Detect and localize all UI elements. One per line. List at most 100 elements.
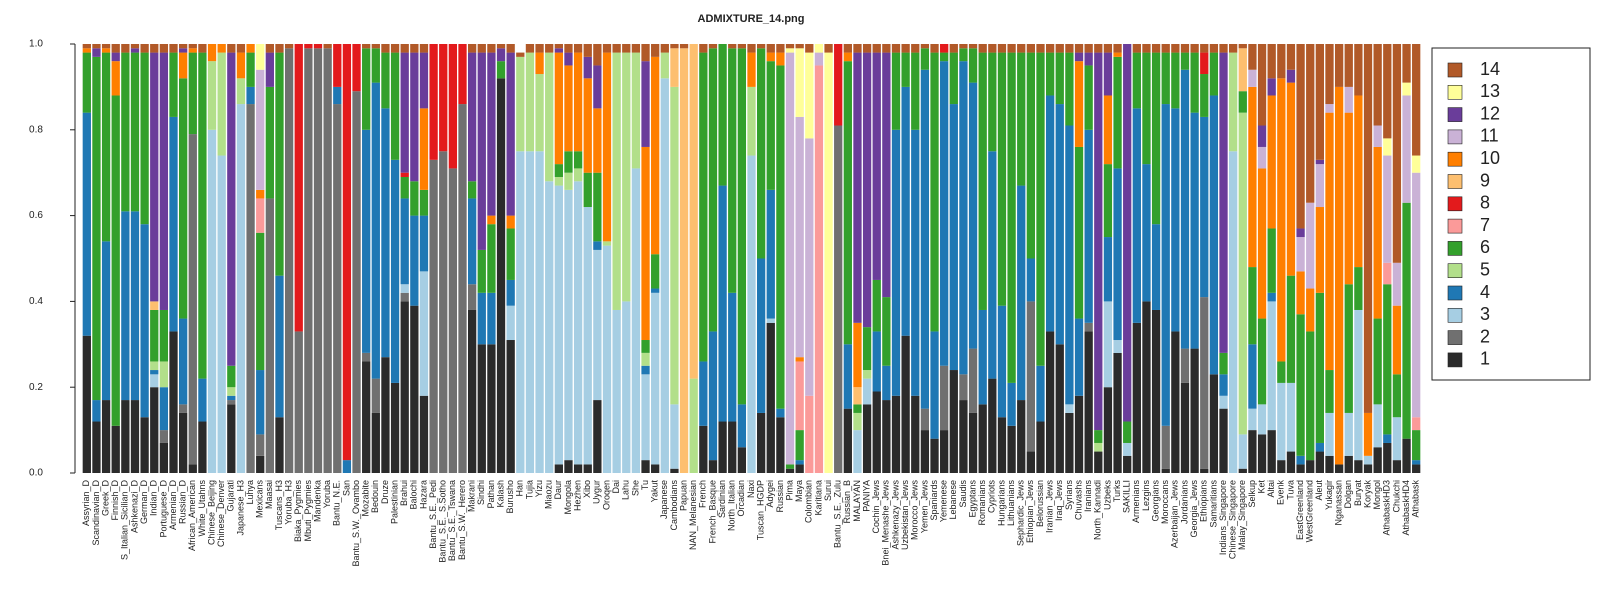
bar-segment — [911, 395, 920, 473]
y-tick-label: 0.6 — [29, 210, 43, 221]
bar-segment — [1084, 52, 1093, 66]
bar-segment — [1354, 309, 1363, 461]
bar-segment — [284, 48, 294, 473]
bar-segment — [304, 44, 313, 49]
bar-segment — [1286, 82, 1296, 276]
bar-segment — [188, 52, 197, 135]
bar-segment — [940, 365, 949, 431]
bar-segment — [1277, 44, 1286, 79]
bar-segment — [670, 468, 679, 473]
bar-segment — [911, 52, 920, 130]
bar-segment — [1132, 108, 1141, 323]
bar-segment — [641, 340, 650, 353]
bar-segment — [862, 404, 872, 473]
bar-segment — [352, 91, 361, 473]
bar-segment — [82, 44, 91, 49]
bar-segment — [410, 215, 419, 306]
bar-segment — [400, 301, 409, 473]
bar-segment — [207, 61, 217, 130]
bar-segment — [1354, 44, 1363, 96]
bar-segment — [1171, 108, 1180, 332]
bar-segment — [583, 56, 592, 79]
bar-segment — [92, 421, 101, 473]
bar-segment — [795, 361, 804, 431]
bar-segment — [1277, 382, 1286, 461]
bar-segment — [1094, 44, 1103, 53]
bar-segment — [323, 44, 332, 49]
bar-segment — [718, 44, 727, 186]
bar-segment — [968, 348, 978, 413]
bar-segment — [862, 370, 872, 379]
bar-segment — [419, 189, 429, 216]
bar-segment — [256, 44, 265, 70]
bar-segment — [834, 125, 843, 473]
bar-segment — [1257, 434, 1267, 473]
x-tick-label: Naxi — [746, 480, 756, 498]
x-tick-label: Finnish_D — [110, 480, 120, 521]
bar-segment — [1026, 301, 1036, 452]
x-tick-label: French — [698, 480, 708, 508]
bar-segment — [1123, 442, 1132, 456]
bar-segment — [371, 48, 380, 83]
bar-segment — [1412, 155, 1421, 173]
bar-segment — [256, 69, 265, 190]
bar-segment — [901, 52, 910, 87]
bar-segment — [169, 116, 178, 332]
bar-segment — [1113, 44, 1122, 53]
bar-segment — [901, 335, 910, 473]
bar-segment — [1171, 331, 1180, 473]
bar-segment — [525, 151, 535, 473]
x-tick-label: Balochi — [409, 480, 419, 510]
bar-segment — [265, 52, 274, 87]
bar-segment — [516, 151, 525, 473]
bar-segment — [1045, 95, 1055, 332]
bar-segment — [448, 44, 458, 169]
bar-segment — [631, 52, 641, 169]
bar-segment — [1200, 44, 1209, 53]
x-tick-label: Tuscan_HGDP — [756, 480, 766, 540]
bar-segment — [593, 249, 602, 401]
bar-segment — [708, 48, 718, 332]
bar-segment — [1065, 404, 1074, 413]
x-tick-label: Indian_D — [149, 480, 159, 517]
bar-segment — [1074, 395, 1084, 473]
bar-segment — [622, 301, 631, 473]
bar-segment — [1334, 464, 1344, 473]
legend-swatch — [1447, 85, 1463, 100]
bar-segment — [911, 44, 920, 53]
bar-segment — [651, 56, 660, 255]
bar-segment — [824, 52, 833, 474]
bar-segment — [1190, 348, 1199, 473]
bar-segment — [1151, 44, 1161, 53]
bar-segment — [1074, 61, 1084, 147]
bar-segment — [1171, 44, 1180, 53]
bar-segment — [1257, 404, 1267, 435]
bar-segment — [1065, 44, 1074, 53]
bar-segment — [1257, 146, 1267, 169]
bar-segment — [275, 52, 284, 276]
bar-segment — [1402, 438, 1411, 473]
x-tick-label: Egyptans — [967, 480, 977, 518]
bar-segment — [862, 52, 872, 328]
bar-segment — [1180, 44, 1190, 53]
bar-segment — [1007, 382, 1016, 426]
bar-segment — [1296, 314, 1305, 456]
bar-segment — [121, 44, 130, 53]
x-tick-label: North_Italian — [727, 480, 737, 531]
x-tick-label: Chinese_Beijing — [206, 480, 216, 545]
x-tick-label: Armenian_D — [168, 480, 178, 531]
legend-label: 5 — [1480, 259, 1490, 279]
bar-segment — [988, 378, 997, 473]
bar-segment — [795, 48, 804, 117]
bar-segment — [179, 48, 188, 53]
legend-swatch — [1447, 241, 1463, 256]
bar-segment — [1017, 185, 1026, 401]
x-tick-label: Bantu_S.E._Tswana — [447, 480, 457, 561]
bar-segment — [1151, 52, 1161, 225]
bar-segment — [660, 78, 669, 473]
bar-segment — [949, 104, 958, 371]
bar-segment — [1296, 44, 1305, 229]
bar-segment — [930, 438, 939, 473]
x-tick-label: Mozabite — [361, 480, 371, 517]
bar-segment — [853, 322, 862, 388]
